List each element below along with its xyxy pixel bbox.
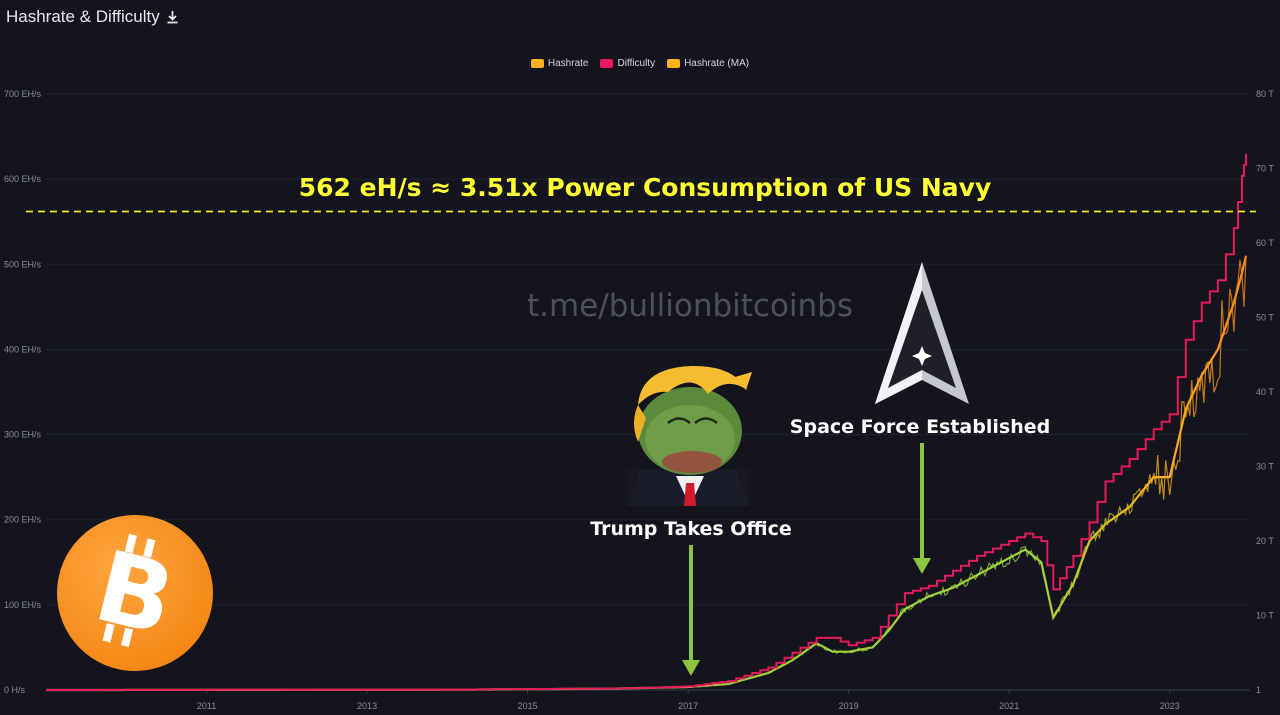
legend-item-hashrate-ma[interactable]: Hashrate (MA) — [667, 58, 749, 69]
y-left-tick-label: 700 EH/s — [4, 89, 42, 99]
series-layer — [46, 153, 1248, 692]
y-right-tick-label: 30 T — [1256, 462, 1274, 472]
y-left-tick-label: 300 EH/s — [4, 430, 42, 440]
space-force-callout: Space Force Established — [790, 262, 1050, 574]
chart-title: Hashrate & Difficulty — [6, 7, 160, 26]
legend-item-difficulty[interactable]: Difficulty — [600, 58, 655, 69]
bitcoin-logo: B — [57, 515, 213, 671]
x-tick-label: 2011 — [197, 701, 216, 711]
y-right-tick-label: 80 T — [1256, 89, 1274, 99]
x-tick-label: 2019 — [839, 701, 859, 711]
y-right-tick-label: 70 T — [1256, 164, 1274, 174]
y-left-tick-label: 400 EH/s — [4, 344, 42, 354]
pepe-trump-image — [626, 365, 752, 506]
x-tick-label: 2017 — [678, 701, 698, 711]
legend-swatch — [600, 59, 614, 68]
trump-callout: Trump Takes Office — [590, 365, 792, 676]
legend-label: Difficulty — [617, 58, 656, 69]
x-tick-label: 2021 — [999, 701, 1019, 711]
y-right-tick-label: 60 T — [1256, 238, 1274, 248]
y-right-tick-label: 1 — [1256, 685, 1261, 695]
x-tick-label: 2013 — [357, 701, 377, 711]
y-right-tick-label: 40 T — [1256, 387, 1274, 397]
watermark-text: t.me/bullionbitcoinbs — [527, 288, 853, 324]
chart-title-bar: Hashrate & Difficulty — [6, 4, 179, 30]
y-left-tick-label: 0 H/s — [4, 685, 26, 695]
y-left-tick-label: 600 EH/s — [4, 174, 42, 184]
y-left-tick-label: 500 EH/s — [4, 259, 42, 269]
series-difficulty — [46, 153, 1247, 691]
y-right-tick-label: 20 T — [1256, 536, 1274, 546]
x-tick-label: 2015 — [518, 701, 538, 711]
y-left-tick-label: 200 EH/s — [4, 515, 42, 525]
trump-callout-label: Trump Takes Office — [590, 518, 792, 540]
y-right-tick-label: 10 T — [1256, 611, 1274, 621]
legend-label: Hashrate — [547, 58, 589, 69]
headline-annotation: 562 eH/s ≈ 3.51x Power Consumption of US… — [299, 173, 992, 202]
y-left-tick-label: 100 EH/s — [4, 600, 42, 610]
legend-swatch — [530, 59, 544, 68]
space-force-callout-label: Space Force Established — [790, 416, 1050, 438]
legend-item-hashrate[interactable]: Hashrate — [530, 58, 589, 69]
legend-label: Hashrate (MA) — [684, 58, 750, 69]
chart-legend: Hashrate Difficulty Hashrate (MA) — [0, 58, 1280, 69]
x-tick-label: 2023 — [1160, 701, 1180, 711]
y-right-tick-label: 50 T — [1256, 313, 1274, 323]
space-force-arrow — [913, 443, 931, 574]
download-icon[interactable] — [166, 10, 179, 24]
trump-arrow — [682, 545, 700, 676]
space-force-delta-icon — [875, 262, 969, 404]
legend-swatch — [667, 59, 681, 68]
